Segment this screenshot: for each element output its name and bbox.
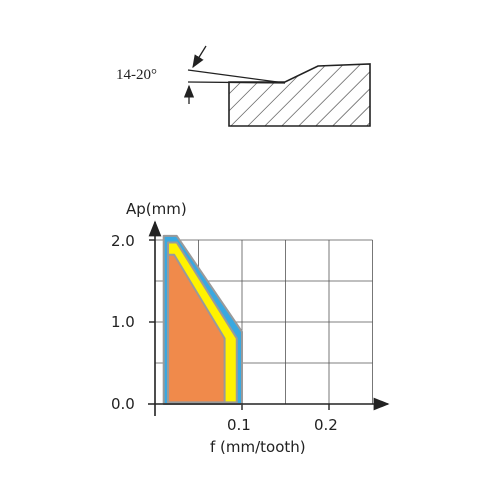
y-axis-label: Ap(mm): [126, 200, 187, 218]
hatched-workpiece: [228, 63, 371, 127]
region-orange: [167, 253, 226, 404]
chart-regions: [162, 234, 243, 405]
cutting-profile: 14-20°: [116, 45, 371, 127]
y-tick-label-2: 2.0: [111, 232, 135, 250]
x-tick-label-0-2: 0.2: [314, 416, 338, 434]
rake-line-upper: [187, 69, 286, 84]
angle-arrow-top: [192, 45, 207, 69]
y-tick-label-1: 1.0: [111, 313, 135, 331]
x-axis-label: f (mm/tooth): [210, 438, 306, 456]
angle-label: 14-20°: [116, 67, 157, 83]
y-tick-label-0: 0.0: [111, 395, 135, 413]
cutting-chart: Ap(mm) f (mm/tooth) 2.0 1.0 0.0 0.1 0.2: [111, 200, 390, 456]
x-tick-label-0-1: 0.1: [227, 416, 251, 434]
rake-line-lower: [187, 81, 286, 84]
